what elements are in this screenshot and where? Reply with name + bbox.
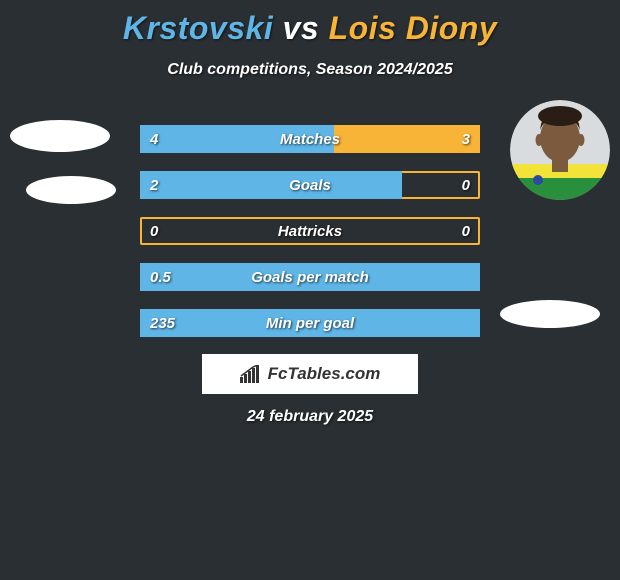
metric-value-right: 0	[462, 171, 470, 199]
comparison-title: Krstovski vs Lois Diony	[0, 0, 620, 47]
blank-ellipse	[10, 120, 110, 152]
player2-photo-icon	[510, 100, 610, 200]
blank-ellipse	[26, 176, 116, 204]
metric-value-left: 0.5	[150, 263, 171, 291]
metric-label: Goals	[140, 171, 480, 199]
metric-bars: Matches43Goals20Hattricks00Goals per mat…	[140, 125, 480, 355]
right-avatar	[510, 100, 610, 200]
player1-name: Krstovski	[123, 10, 273, 46]
metric-label: Goals per match	[140, 263, 480, 291]
metric-row: Min per goal235	[140, 309, 480, 337]
blank-ellipse	[500, 300, 600, 328]
metric-value-left: 235	[150, 309, 175, 337]
metric-row: Goals2 0	[140, 171, 480, 199]
bar-chart-icon	[240, 365, 262, 383]
date-line: 24 february 2025	[0, 408, 620, 426]
player2-name: Lois Diony	[329, 10, 498, 46]
metric-value-left: 2	[150, 171, 158, 199]
vs-text: vs	[283, 10, 320, 46]
metric-label: Hattricks	[140, 217, 480, 245]
brand-text: FcTables.com	[268, 364, 381, 384]
metric-row: Goals per match0.5	[140, 263, 480, 291]
metric-value-right: 3	[462, 125, 470, 153]
metric-value-left: 0	[150, 217, 158, 245]
metric-row: Hattricks0 0	[140, 217, 480, 245]
metric-value-left: 4	[150, 125, 158, 153]
brand-box: FcTables.com	[202, 354, 418, 394]
metric-label: Min per goal	[140, 309, 480, 337]
metric-value-right: 0	[462, 217, 470, 245]
metric-label: Matches	[140, 125, 480, 153]
subtitle: Club competitions, Season 2024/2025	[0, 61, 620, 79]
metric-row: Matches4 3	[140, 125, 480, 153]
